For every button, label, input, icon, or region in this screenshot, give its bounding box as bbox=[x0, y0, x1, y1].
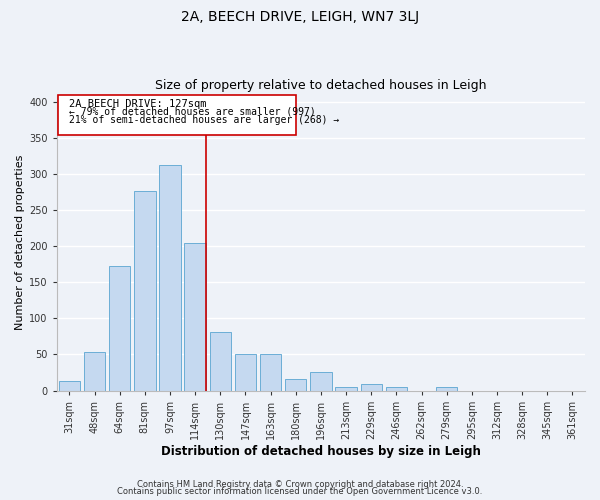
X-axis label: Distribution of detached houses by size in Leigh: Distribution of detached houses by size … bbox=[161, 444, 481, 458]
Bar bbox=[285, 379, 307, 390]
Bar bbox=[235, 354, 256, 391]
Bar bbox=[84, 352, 105, 391]
Text: 2A, BEECH DRIVE, LEIGH, WN7 3LJ: 2A, BEECH DRIVE, LEIGH, WN7 3LJ bbox=[181, 10, 419, 24]
Bar bbox=[184, 244, 206, 390]
Bar bbox=[310, 372, 332, 390]
Y-axis label: Number of detached properties: Number of detached properties bbox=[15, 155, 25, 330]
Text: Contains HM Land Registry data © Crown copyright and database right 2024.: Contains HM Land Registry data © Crown c… bbox=[137, 480, 463, 489]
Title: Size of property relative to detached houses in Leigh: Size of property relative to detached ho… bbox=[155, 79, 487, 92]
Bar bbox=[361, 384, 382, 390]
Text: Contains public sector information licensed under the Open Government Licence v3: Contains public sector information licen… bbox=[118, 487, 482, 496]
Bar bbox=[260, 354, 281, 390]
Bar bbox=[386, 387, 407, 390]
Bar bbox=[209, 332, 231, 390]
Bar bbox=[160, 166, 181, 390]
Bar bbox=[59, 381, 80, 390]
Text: 21% of semi-detached houses are larger (268) →: 21% of semi-detached houses are larger (… bbox=[70, 115, 340, 125]
Text: 2A BEECH DRIVE: 127sqm: 2A BEECH DRIVE: 127sqm bbox=[70, 99, 207, 109]
Bar bbox=[335, 387, 357, 390]
Text: ← 79% of detached houses are smaller (997): ← 79% of detached houses are smaller (99… bbox=[70, 106, 316, 116]
Bar bbox=[134, 192, 155, 390]
Bar bbox=[58, 94, 296, 135]
Bar bbox=[109, 266, 130, 390]
Bar bbox=[436, 387, 457, 390]
